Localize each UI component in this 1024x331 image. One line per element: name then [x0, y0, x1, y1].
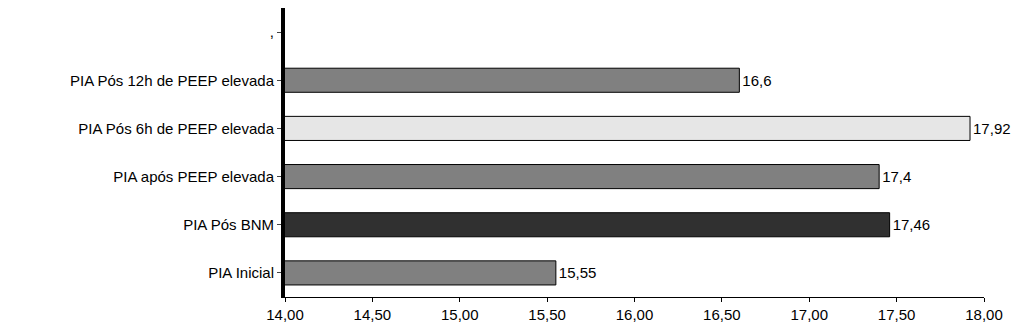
- svg-text:PIA Pós 6h de PEEP elevada: PIA Pós 6h de PEEP elevada: [78, 120, 274, 137]
- svg-text:15,00: 15,00: [441, 306, 479, 323]
- svg-text:14,00: 14,00: [266, 306, 304, 323]
- svg-text:16,50: 16,50: [703, 306, 741, 323]
- svg-text:17,4: 17,4: [882, 168, 911, 185]
- svg-text:14,50: 14,50: [354, 306, 392, 323]
- svg-text:18,00: 18,00: [965, 306, 1003, 323]
- svg-text:PIA Pós 12h de PEEP elevada: PIA Pós 12h de PEEP elevada: [70, 72, 275, 89]
- svg-text:PIA Pós BNM: PIA Pós BNM: [183, 216, 274, 233]
- svg-text:17,00: 17,00: [790, 306, 828, 323]
- svg-text:17,50: 17,50: [878, 306, 916, 323]
- svg-text:16,00: 16,00: [616, 306, 654, 323]
- svg-text:,: ,: [270, 23, 274, 40]
- svg-text:16,6: 16,6: [742, 72, 771, 89]
- svg-text:17,92: 17,92: [973, 120, 1011, 137]
- svg-text:PIA Inicial: PIA Inicial: [208, 264, 274, 281]
- svg-text:17,46: 17,46: [893, 216, 931, 233]
- svg-text:15,55: 15,55: [559, 264, 597, 281]
- svg-text:PIA após PEEP elevada: PIA após PEEP elevada: [113, 168, 274, 185]
- svg-text:15,50: 15,50: [528, 306, 566, 323]
